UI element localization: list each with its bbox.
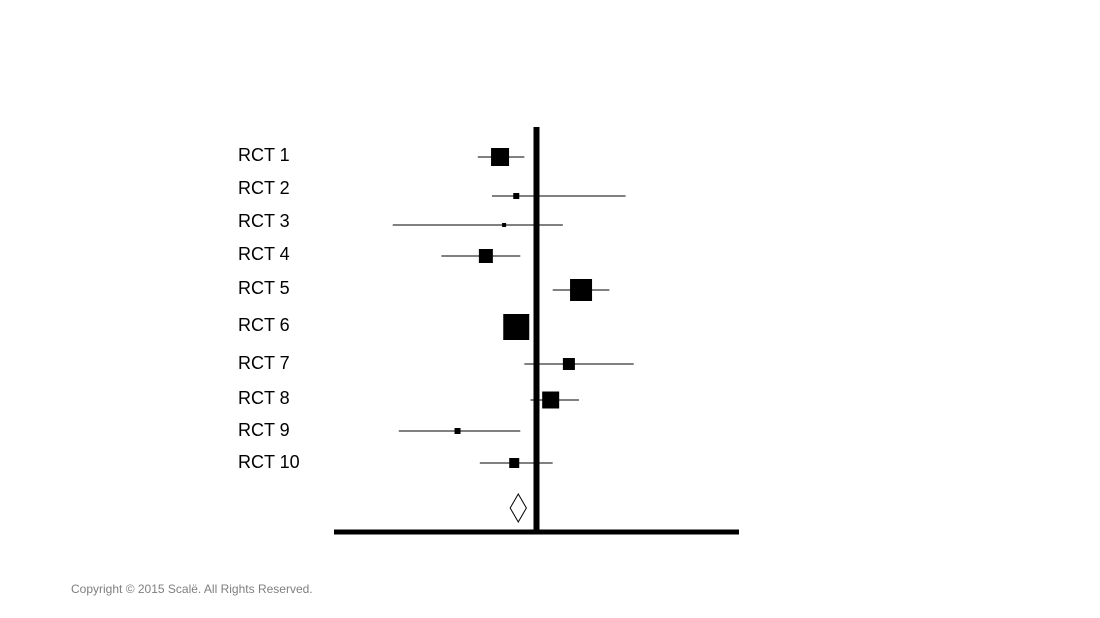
row-label: RCT 9 <box>238 420 290 440</box>
row-label: RCT 7 <box>238 353 290 373</box>
effect-square <box>478 249 493 263</box>
row-label: RCT 6 <box>238 315 290 335</box>
row-label: RCT 4 <box>238 244 290 264</box>
row-label: RCT 3 <box>238 211 290 231</box>
effect-square <box>502 223 507 227</box>
effect-square <box>562 358 575 370</box>
row-label: RCT 1 <box>238 145 290 165</box>
row-label: RCT 8 <box>238 388 290 408</box>
effect-square <box>570 279 593 301</box>
effect-square <box>542 391 560 409</box>
effect-square <box>503 314 530 340</box>
row-label: RCT 5 <box>238 278 290 298</box>
effect-square <box>513 193 520 199</box>
effect-square <box>491 148 510 166</box>
pooled-diamond <box>509 493 527 523</box>
effect-square <box>454 428 461 434</box>
row-label: RCT 2 <box>238 178 290 198</box>
row-label: RCT 10 <box>238 452 300 472</box>
effect-square <box>509 458 520 468</box>
copyright: Copyright © 2015 Scalë. All Rights Reser… <box>71 582 313 596</box>
